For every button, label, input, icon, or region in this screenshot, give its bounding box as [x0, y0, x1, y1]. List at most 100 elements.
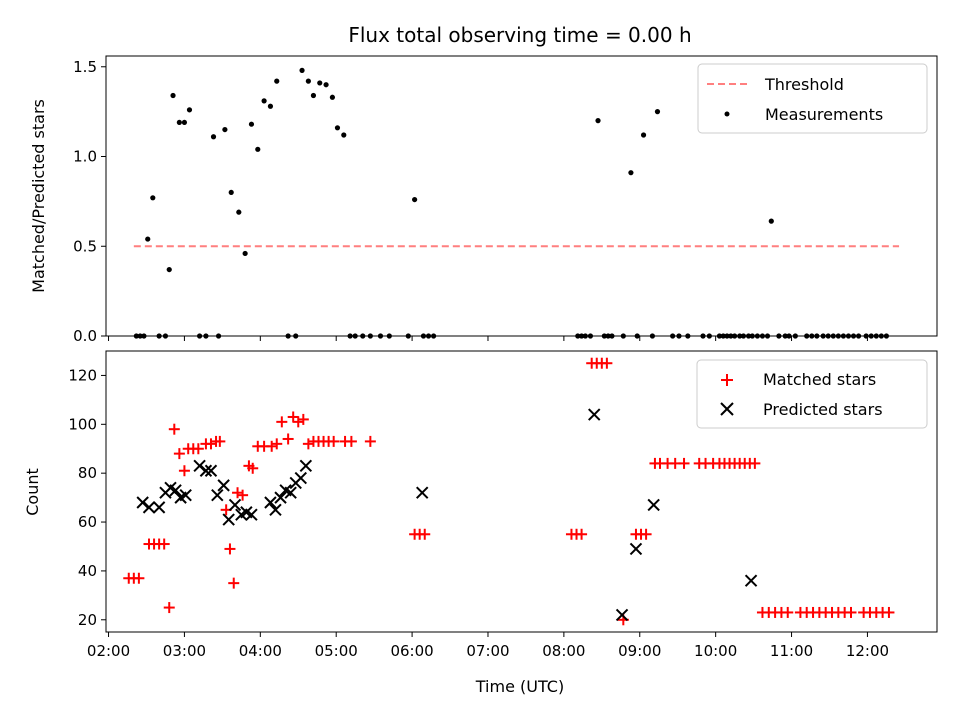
- matched-star-point: [271, 438, 283, 450]
- predicted-star-point: [222, 513, 235, 526]
- predicted-star-point: [169, 484, 182, 497]
- top-panel: 0.0 0.5 1.0 1.5: [73, 55, 938, 345]
- matched-star-point: [782, 606, 794, 618]
- matched-star-point: [601, 357, 613, 369]
- matched-star-point: [214, 435, 226, 447]
- measurement-point: [267, 103, 274, 109]
- legend-matched-label: Matched stars: [763, 370, 876, 389]
- measurement-point: [732, 333, 738, 339]
- matched-star-point: [224, 543, 236, 555]
- matched-star-point: [163, 602, 175, 614]
- measurement-point: [754, 333, 760, 339]
- y-tick-label: 1.0: [73, 148, 97, 166]
- bottom-panel: 20 40 60 80 100 120 02:00 03:00 04:00 05:00 06:00 0…: [68, 350, 938, 660]
- y-tick-label: 1.5: [73, 58, 97, 76]
- measurement-point: [186, 107, 193, 113]
- y-tick-label: 0.5: [73, 237, 97, 255]
- measurement-point: [347, 333, 353, 339]
- measurement-point: [649, 333, 656, 339]
- measurement-point: [804, 333, 810, 339]
- measurement-point: [855, 333, 862, 339]
- matched-star-point: [640, 528, 652, 540]
- measurement-point: [809, 333, 815, 339]
- measurement-point: [582, 333, 588, 339]
- predicted-star-point: [744, 574, 758, 587]
- measurement-point: [740, 333, 747, 339]
- x-tick-label: 10:00: [694, 642, 737, 660]
- legend-measurements-label: Measurements: [765, 105, 883, 124]
- legend-measurements-swatch: [724, 111, 730, 117]
- measurement-point: [310, 92, 317, 99]
- measurement-point: [420, 333, 427, 339]
- measurement-point: [228, 189, 234, 196]
- matched-star-point: [328, 435, 340, 447]
- measurement-point: [640, 132, 647, 138]
- measurement-point: [352, 333, 358, 339]
- measurement-point: [367, 333, 373, 339]
- measurement-point: [248, 121, 255, 127]
- measurement-point: [782, 333, 788, 339]
- measurement-point: [670, 333, 676, 339]
- x-tick-label: 12:00: [846, 642, 889, 660]
- measurement-point: [830, 333, 836, 339]
- top-legend: Threshold Measurements: [697, 63, 928, 134]
- predicted-star-point: [179, 488, 192, 502]
- predicted-star-point: [269, 503, 282, 517]
- matched-star-point: [576, 528, 588, 540]
- measurement-point: [609, 333, 615, 339]
- measurement-point: [706, 333, 712, 339]
- y-tick-label: 40: [78, 562, 97, 580]
- matched-star-point: [302, 438, 314, 450]
- measurement-point: [210, 134, 217, 140]
- predicted-star-point: [142, 501, 156, 514]
- measurement-point: [786, 333, 792, 339]
- measurement-point: [145, 236, 151, 242]
- measurement-point: [835, 333, 841, 339]
- matched-star-point: [345, 435, 357, 447]
- predicted-star-point: [217, 479, 230, 492]
- measurement-point: [768, 218, 774, 224]
- measurement-point: [162, 333, 169, 339]
- measurement-point: [716, 333, 723, 339]
- measurement-point: [242, 250, 248, 257]
- predicted-star-point: [629, 542, 643, 556]
- measurement-point: [654, 109, 661, 115]
- measurement-point: [745, 333, 752, 339]
- measurement-point: [595, 118, 601, 124]
- predicted-star-point: [284, 486, 297, 499]
- measurement-point: [196, 333, 203, 339]
- measurement-point: [236, 209, 242, 215]
- matched-star-point: [247, 462, 259, 474]
- measurement-point: [299, 67, 305, 73]
- measurement-point: [150, 195, 156, 201]
- matched-star-point: [749, 457, 761, 469]
- measurement-point: [222, 126, 228, 133]
- measurement-point: [601, 333, 607, 339]
- measurement-point: [181, 119, 188, 126]
- predicted-star-point: [152, 501, 166, 514]
- matched-star-point: [419, 528, 431, 540]
- measurement-point: [293, 333, 299, 339]
- y-tick-label: 100: [68, 415, 97, 433]
- predicted-star-point: [199, 464, 213, 477]
- measurement-point: [323, 82, 329, 88]
- measurement-point: [749, 333, 755, 339]
- measurement-point: [868, 333, 874, 339]
- matched-star-point: [158, 538, 170, 550]
- measurement-point: [305, 78, 311, 84]
- measurement-point: [141, 333, 147, 339]
- measurement-point: [578, 333, 585, 339]
- measurement-point: [329, 94, 336, 100]
- measurement-point: [634, 333, 640, 339]
- matched-star-point: [192, 443, 204, 455]
- chart-title: Flux total observing time = 0.00 h: [348, 23, 691, 47]
- matched-star-point: [266, 440, 278, 452]
- measurement-point: [883, 333, 890, 339]
- predicted-star-point: [204, 464, 218, 477]
- y-tick-label: 120: [68, 366, 97, 384]
- measurement-point: [203, 333, 209, 339]
- x-tick-label: 07:00: [466, 642, 509, 660]
- measurement-point: [676, 333, 682, 339]
- x-tick-label: 08:00: [542, 642, 585, 660]
- matched-star-point: [178, 465, 190, 477]
